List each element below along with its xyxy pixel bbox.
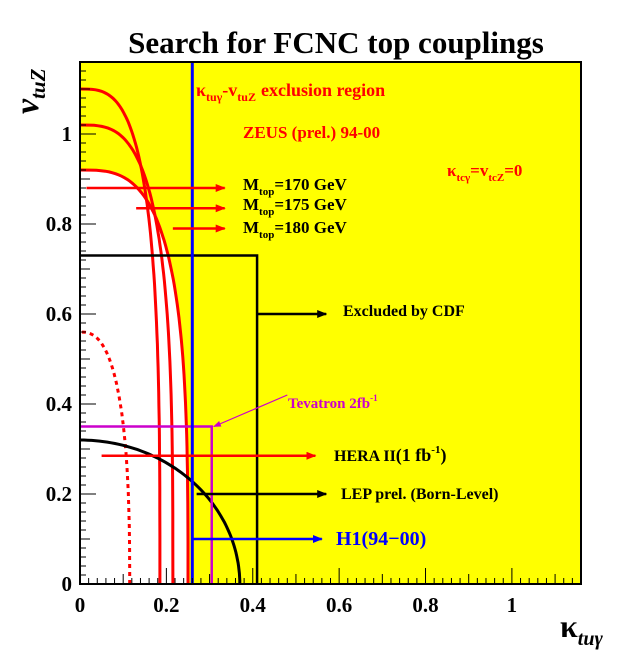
ktc-label: κtcγ=vtcZ=0 — [447, 161, 522, 184]
mtop-180-label: Mtop=180 GeV — [243, 218, 348, 241]
mtop-170-label: Mtop=170 GeV — [243, 175, 348, 198]
h1-label: H1(94−00) — [336, 528, 426, 550]
series-curve-2 — [79, 168, 190, 584]
x-tick-label: 0.2 — [153, 593, 179, 617]
x-axis-label: κtuγ — [560, 608, 603, 650]
x-tick-label: 0 — [75, 593, 86, 617]
y-tick-label: 1 — [62, 122, 73, 146]
zeus-label: ZEUS (prel.) 94-00 — [243, 123, 380, 142]
mtop-175-label: Mtop=175 GeV — [243, 195, 348, 218]
y-tick-label: 0.6 — [46, 302, 72, 326]
x-tick-label: 1 — [507, 593, 518, 617]
y-tick-label: 0.4 — [46, 392, 73, 416]
exclusion-region-label: κtuγ-vtuZ exclusion region — [196, 80, 385, 104]
x-tick-label: 0.4 — [240, 593, 267, 617]
lep-label: LEP prel. (Born-Level) — [341, 486, 498, 503]
y-tick-label: 0.2 — [46, 482, 72, 506]
y-tick-label: 0 — [62, 572, 73, 596]
x-tick-label: 0.8 — [412, 593, 438, 617]
series-box-6 — [80, 425, 213, 584]
y-tick-label: 0.8 — [46, 212, 72, 236]
series-curve-0 — [79, 87, 162, 584]
x-tick-label: 0.6 — [326, 593, 352, 617]
cdf-label: Excluded by CDF — [343, 303, 465, 320]
chart-title: Search for FCNC top couplings — [128, 25, 544, 60]
arrow-tevatron — [212, 394, 288, 428]
hera-label: HERA II(1 fb-1) — [334, 444, 446, 466]
series-box-5 — [80, 254, 259, 584]
y-axis-label: vtuZ — [9, 68, 50, 114]
series-curve-3 — [79, 330, 132, 584]
tevatron-label: Tevatron 2fb-1 — [288, 393, 378, 412]
